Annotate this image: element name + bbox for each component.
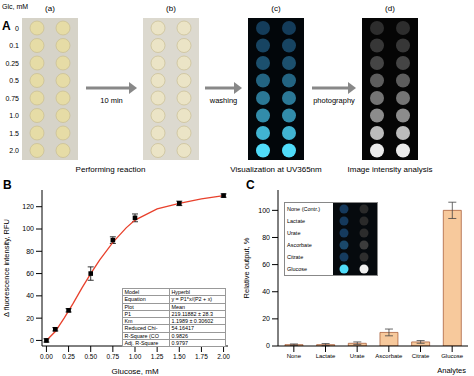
svg-text:Glucose: Glucose [441, 353, 464, 359]
svg-text:Δ fluorescence intensity, RFU: Δ fluorescence intensity, RFU [2, 219, 11, 317]
svg-text:40: 40 [262, 288, 270, 295]
html-text:C: C [246, 178, 255, 192]
svg-text:None: None [287, 353, 302, 359]
html-text:Ascorbate: Ascorbate [287, 242, 312, 248]
html-text:Lactate: Lactate [287, 218, 305, 224]
html-text:Urate: Urate [287, 230, 301, 236]
svg-text:20: 20 [262, 315, 270, 322]
svg-text:(d): (d) [385, 4, 395, 13]
svg-text:(a): (a) [45, 4, 55, 13]
svg-text:100: 100 [258, 207, 270, 214]
svg-text:(c): (c) [271, 4, 281, 13]
svg-text:A: A [2, 19, 11, 33]
svg-text:0: 0 [30, 337, 34, 344]
html-text:R-Square (CO: R-Square (CO [124, 332, 159, 339]
html-text:54.16417: 54.16417 [171, 325, 194, 332]
svg-text:0: 0 [266, 342, 270, 349]
svg-text:120: 120 [22, 203, 34, 210]
svg-text:1.5: 1.5 [9, 130, 19, 137]
svg-text:100: 100 [22, 225, 34, 232]
svg-text:Lactate: Lactate [316, 353, 336, 359]
svg-text:Image intensity analysis: Image intensity analysis [348, 165, 433, 174]
html-text:Analytes: Analytes [437, 366, 466, 375]
svg-text:1.00: 1.00 [129, 353, 142, 360]
svg-text:Urate: Urate [350, 353, 365, 359]
svg-text:0.75: 0.75 [5, 95, 19, 102]
svg-text:40: 40 [26, 292, 34, 299]
html-text:0.9797: 0.9797 [171, 340, 188, 347]
svg-text:80: 80 [26, 248, 34, 255]
svg-text:60: 60 [262, 261, 270, 268]
svg-text:0.00: 0.00 [40, 353, 53, 360]
svg-text:Visualization at UV365nm: Visualization at UV365nm [230, 165, 322, 174]
svg-text:Glc, mM: Glc, mM [2, 3, 28, 10]
svg-text:photography: photography [313, 96, 355, 105]
svg-text:Relative output, %: Relative output, % [242, 237, 251, 298]
svg-text:0.75: 0.75 [107, 353, 120, 360]
html-text:0.9826: 0.9826 [171, 332, 188, 339]
html-text:P1: P1 [124, 310, 132, 317]
svg-text:Performing reaction: Performing reaction [76, 165, 146, 174]
svg-text:2.0: 2.0 [9, 147, 19, 154]
svg-text:80: 80 [262, 234, 270, 241]
svg-text:0: 0 [15, 25, 19, 32]
html-text:219.11882 ± 28.3: 219.11882 ± 28.3 [171, 310, 213, 317]
svg-text:60: 60 [26, 270, 34, 277]
html-text:1.1989 ± 0.30602: 1.1989 ± 0.30602 [171, 318, 214, 325]
svg-text:1.75: 1.75 [195, 353, 208, 360]
html-text:Model: Model [124, 289, 140, 295]
svg-text:washing: washing [209, 96, 238, 105]
svg-text:0.5: 0.5 [9, 77, 19, 84]
svg-text:0.50: 0.50 [84, 353, 97, 360]
html-text:Glucose: Glucose [287, 266, 308, 272]
html-text:Plot: Plot [124, 303, 134, 310]
svg-text:1.25: 1.25 [151, 353, 164, 360]
svg-text:0.1: 0.1 [9, 42, 19, 49]
svg-text:20: 20 [26, 315, 34, 322]
svg-text:(b): (b) [166, 4, 176, 13]
svg-text:Citrate: Citrate [412, 353, 430, 359]
html-text:y = P1*x/(P2 + x): y = P1*x/(P2 + x) [171, 296, 213, 303]
html-text:B: B [3, 178, 12, 192]
html-text:Hyperbl: Hyperbl [171, 289, 190, 295]
svg-text:Glucose, mM: Glucose, mM [111, 367, 158, 376]
svg-text:Ascorbate: Ascorbate [375, 353, 403, 359]
html-text:Mean: Mean [171, 303, 185, 310]
svg-text:2.00: 2.00 [217, 353, 230, 360]
svg-text:1.0: 1.0 [9, 112, 19, 119]
html-text:None (Contr.): None (Contr.) [287, 206, 320, 212]
svg-text:0.25: 0.25 [62, 353, 75, 360]
html-text:Km: Km [124, 318, 133, 325]
html-text:Equation: Equation [124, 296, 146, 303]
html-text:Adj. R-Square: Adj. R-Square [124, 340, 159, 347]
svg-text:0.25: 0.25 [5, 60, 19, 67]
svg-text:1.50: 1.50 [173, 353, 186, 360]
html-text:Citrate: Citrate [287, 254, 304, 260]
html-text:Reduced Chi-: Reduced Chi- [124, 325, 158, 332]
svg-text:10 min: 10 min [100, 96, 123, 105]
